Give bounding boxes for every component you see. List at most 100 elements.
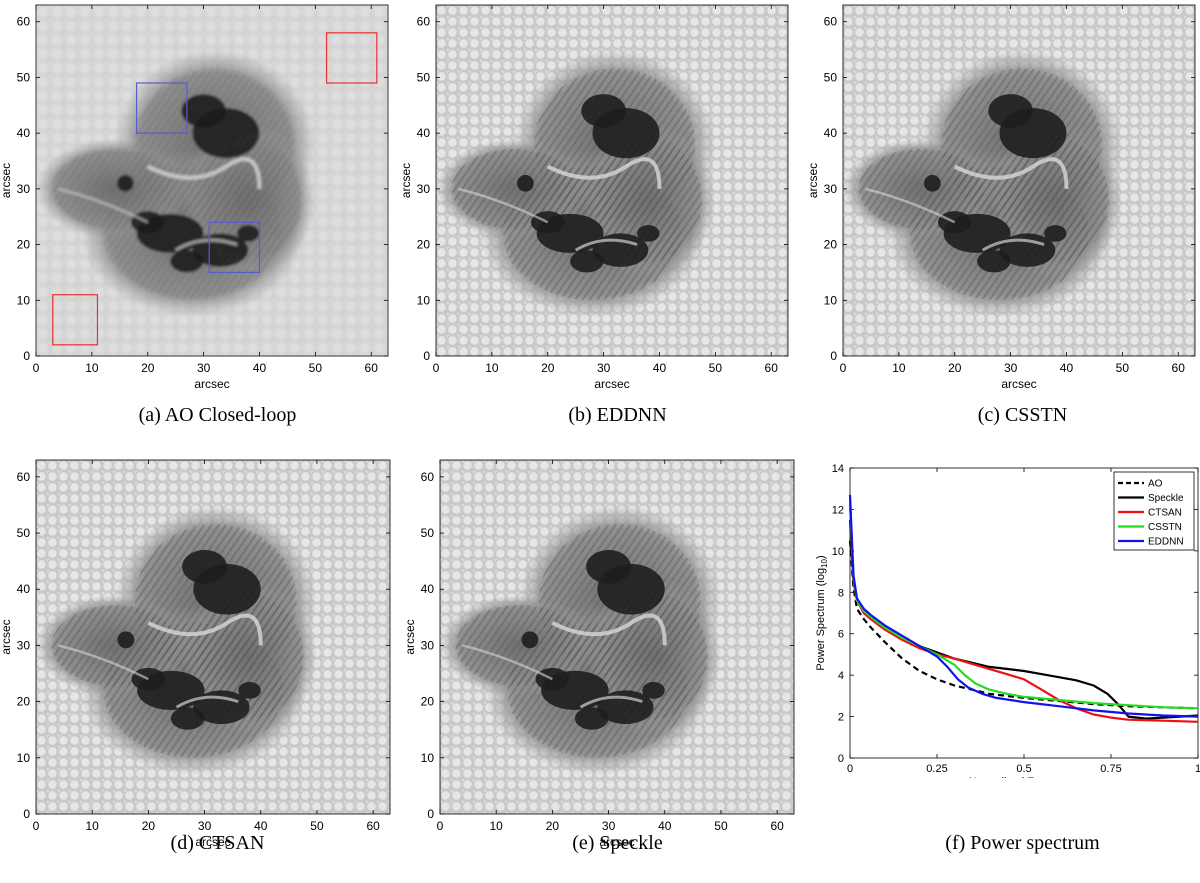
x-tick-label: 0: [437, 819, 444, 833]
legend-label: Speckle: [1148, 493, 1184, 504]
y-tick-label: 40: [824, 126, 838, 140]
panel-svg: 0 10 20 30 40 50 60 0 10 20 30 40 50 60 arcsec arcsec: [806, 4, 1196, 391]
y-tick-label: 20: [17, 695, 31, 709]
caption-e: (e) Speckle: [572, 832, 663, 854]
panel-speckle: 0 10 20 30 40 50 60 0 10 20 30 40 50 60 arcsec arcsec: [403, 457, 802, 854]
x-tick-label: 0: [840, 361, 847, 375]
caption-f: (f) Power spectrum: [945, 832, 1100, 854]
x-tick-label: 30: [197, 361, 211, 375]
x-tick-label: 50: [1116, 361, 1130, 375]
y-tick-label: 20: [824, 238, 838, 252]
panel-csstn: 0 10 20 30 40 50 60 0 10 20 30 40 50 60 arcsec arcsec: [806, 0, 1200, 396]
x-axis-label: Normalized Frequency: [969, 776, 1080, 778]
panel-ctsan: 0 10 20 30 40 50 60 0 10 20 30 40 50 60 arcsec arcsec: [0, 457, 398, 854]
caption-b: (b) EDDNN: [568, 404, 667, 426]
panel-svg: 0 10 20 30 40 50 60 0 10 20 30 40 50 60 arcsec arcsec: [403, 459, 795, 849]
blue-region-box: [135, 82, 188, 134]
y-tick-label: 4: [838, 670, 844, 682]
y-tick-label: 6: [838, 629, 844, 641]
y-tick-label: 10: [17, 751, 31, 765]
x-axis-label: arcsec: [195, 835, 230, 849]
y-tick-label: 0: [423, 349, 430, 363]
x-tick-label: 40: [254, 819, 268, 833]
y-tick-label: 50: [17, 70, 31, 84]
x-tick-label: 30: [602, 819, 616, 833]
caption-d: (d) CTSAN: [170, 832, 265, 854]
x-tick-label: 30: [597, 361, 611, 375]
x-tick-label: 20: [541, 361, 555, 375]
y-tick-label: 10: [832, 546, 844, 558]
power-spectrum-chart: 00.250.50.75102468101214Normalized Frequ…: [808, 458, 1200, 788]
x-axis-label: arcsec: [194, 377, 229, 391]
y-tick-label: 0: [838, 753, 844, 765]
y-tick-label: 40: [421, 582, 435, 596]
x-tick-label: 60: [765, 361, 779, 375]
x-tick-label: 40: [653, 361, 667, 375]
x-tick-label: 60: [365, 361, 379, 375]
y-tick-label: 10: [824, 293, 838, 307]
x-tick-label: 60: [1172, 361, 1186, 375]
series-line-ctsan: [848, 505, 1199, 723]
x-tick-label: 0.5: [1016, 763, 1031, 775]
y-tick-label: 12: [832, 504, 844, 516]
x-axis-label: arcsec: [594, 377, 629, 391]
x-tick-label: 60: [366, 819, 380, 833]
y-tick-label: 30: [417, 182, 431, 196]
blue-region-box: [208, 221, 261, 274]
x-tick-label: 50: [309, 361, 323, 375]
sunspot-image: [843, 5, 1195, 356]
sunspot-image: [36, 5, 388, 356]
y-tick-label: 2: [838, 712, 844, 724]
y-tick-label: 40: [17, 126, 31, 140]
y-tick-label: 50: [17, 526, 31, 540]
y-tick-label: 60: [824, 15, 838, 29]
panel-ao-closed-loop: 0 10 20 30 40 50 60 0 10 20 30 40 50 60 arcsec arcsec: [0, 0, 396, 396]
panel-eddnn: 0 10 20 30 40 50 60 0 10 20 30 40 50 60 arcsec arcsec: [399, 0, 796, 396]
panel-svg: 0 10 20 30 40 50 60 0 10 20 30 40 50 60 arcsec arcsec: [0, 4, 389, 391]
y-tick-label: 50: [421, 526, 435, 540]
series-line-csstn: [848, 501, 1199, 710]
x-tick-label: 20: [142, 819, 156, 833]
y-axis-label: arcsec: [807, 163, 820, 198]
x-tick-label: 40: [253, 361, 267, 375]
x-tick-label: 20: [141, 361, 155, 375]
y-tick-label: 40: [417, 126, 431, 140]
y-axis-label: arcsec: [0, 163, 13, 198]
y-axis-label: arcsec: [400, 163, 413, 198]
y-tick-label: 10: [17, 293, 31, 307]
y-tick-label: 10: [417, 293, 431, 307]
caption-c: (c) CSSTN: [977, 404, 1068, 426]
y-tick-label: 14: [832, 463, 844, 475]
x-tick-label: 50: [709, 361, 723, 375]
y-tick-label: 40: [17, 582, 31, 596]
x-tick-label: 40: [658, 819, 672, 833]
x-axis-label: arcsec: [1001, 377, 1036, 391]
y-tick-label: 30: [17, 638, 31, 652]
y-tick-label: 30: [421, 638, 435, 652]
series-line-eddnn: [848, 494, 1199, 718]
y-tick-label: 0: [427, 807, 434, 821]
x-tick-label: 10: [86, 819, 100, 833]
x-tick-label: 50: [310, 819, 324, 833]
y-tick-label: 20: [417, 238, 431, 252]
x-tick-label: 50: [714, 819, 728, 833]
y-tick-label: 0: [830, 349, 837, 363]
x-tick-label: 0: [433, 361, 440, 375]
x-tick-label: 0: [847, 763, 853, 775]
y-tick-label: 50: [824, 70, 838, 84]
x-tick-label: 40: [1060, 361, 1074, 375]
y-tick-label: 20: [17, 238, 31, 252]
y-tick-label: 60: [17, 15, 31, 29]
y-tick-label: 0: [23, 807, 30, 821]
legend-label: EDDNN: [1148, 537, 1184, 548]
y-tick-label: 0: [23, 349, 30, 363]
y-tick-label: 60: [17, 470, 31, 484]
x-tick-label: 0: [33, 361, 40, 375]
y-tick-label: 30: [824, 182, 838, 196]
x-tick-label: 60: [770, 819, 784, 833]
x-tick-label: 10: [85, 361, 99, 375]
x-tick-label: 0.25: [926, 763, 947, 775]
x-tick-label: 20: [546, 819, 560, 833]
y-tick-label: 30: [17, 182, 31, 196]
y-axis-label: Power Spectrum (log10): [815, 555, 829, 670]
